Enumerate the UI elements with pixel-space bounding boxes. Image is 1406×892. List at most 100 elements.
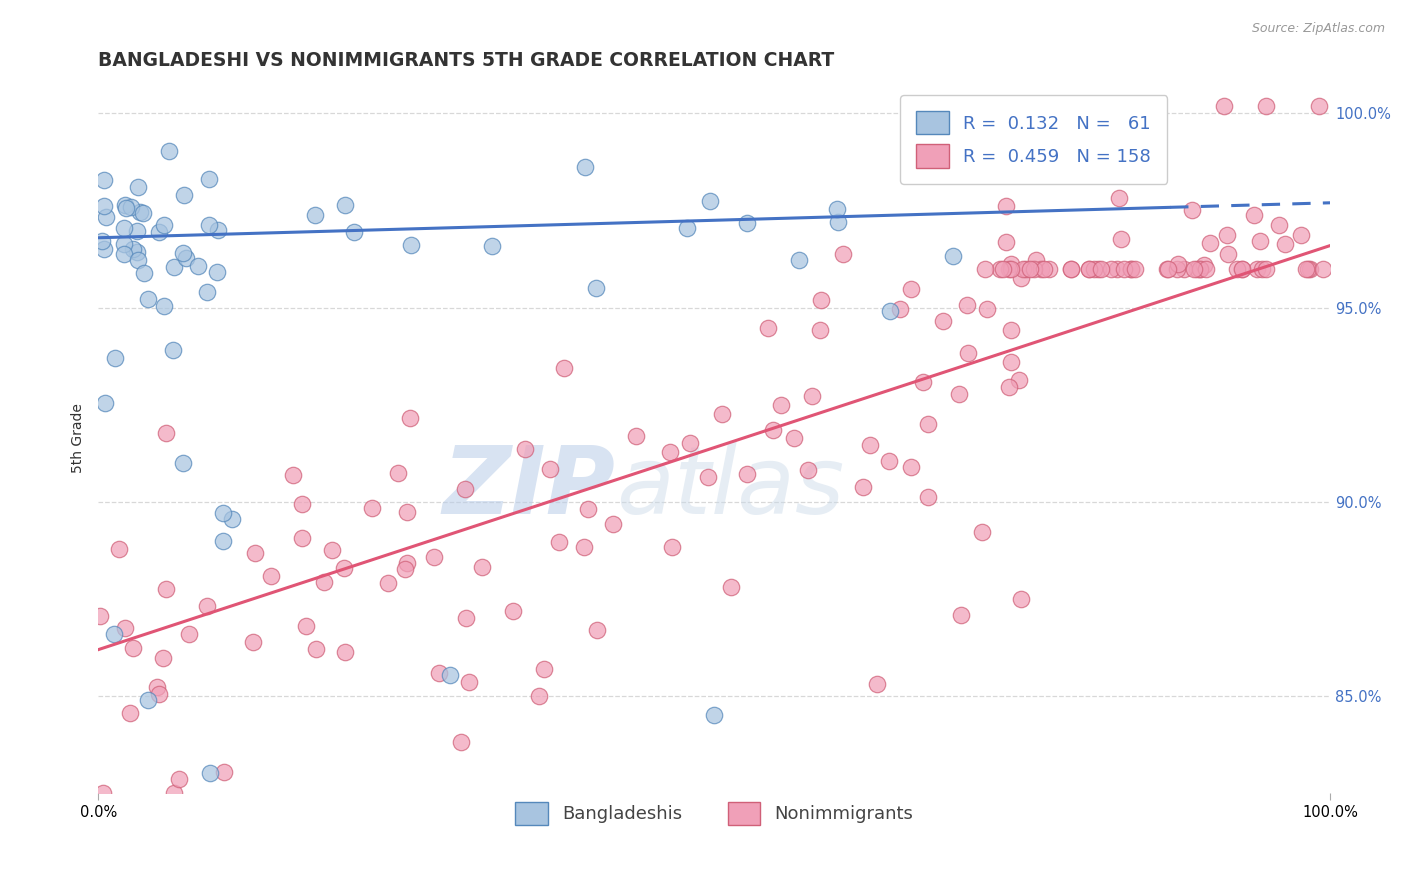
Point xyxy=(314,574,336,589)
Point xyxy=(574,540,596,554)
Point xyxy=(1031,261,1053,276)
Point xyxy=(173,188,195,202)
Text: Source: ZipAtlas.com: Source: ZipAtlas.com xyxy=(1251,22,1385,36)
Point xyxy=(155,582,177,597)
Point xyxy=(120,706,142,720)
Point xyxy=(1000,323,1022,337)
Point xyxy=(127,245,149,260)
Point xyxy=(195,285,218,300)
Point xyxy=(1188,261,1211,276)
Point xyxy=(1199,236,1222,251)
Point xyxy=(395,505,418,519)
Point xyxy=(1216,227,1239,242)
Point xyxy=(321,543,343,558)
Point xyxy=(112,247,135,261)
Point xyxy=(103,627,125,641)
Point xyxy=(134,266,156,280)
Point xyxy=(1107,261,1129,276)
Point xyxy=(456,610,478,624)
Point xyxy=(281,467,304,482)
Point xyxy=(1119,261,1142,276)
Point xyxy=(1000,257,1022,271)
Point xyxy=(1038,261,1060,276)
Point xyxy=(529,690,551,704)
Point xyxy=(699,194,721,208)
Point xyxy=(195,599,218,613)
Point xyxy=(710,407,733,421)
Point xyxy=(1254,261,1277,276)
Point xyxy=(121,641,143,656)
Point xyxy=(212,765,235,780)
Point xyxy=(396,556,419,570)
Point xyxy=(602,517,624,532)
Point xyxy=(163,786,186,800)
Point xyxy=(1189,261,1212,276)
Text: atlas: atlas xyxy=(616,442,844,533)
Point xyxy=(697,470,720,484)
Point xyxy=(970,524,993,539)
Point xyxy=(1090,261,1112,276)
Point xyxy=(626,428,648,442)
Point xyxy=(136,693,159,707)
Point xyxy=(108,542,131,557)
Point xyxy=(659,445,682,459)
Point xyxy=(827,215,849,229)
Point xyxy=(810,293,832,308)
Point xyxy=(152,218,174,232)
Point xyxy=(1232,261,1254,276)
Point xyxy=(679,436,702,450)
Point xyxy=(1213,98,1236,112)
Point xyxy=(1166,261,1188,276)
Point xyxy=(136,293,159,307)
Point xyxy=(174,252,197,266)
Point xyxy=(1087,261,1109,276)
Point xyxy=(93,242,115,256)
Point xyxy=(995,199,1018,213)
Point xyxy=(1274,236,1296,251)
Point xyxy=(304,641,326,656)
Point xyxy=(377,575,399,590)
Point xyxy=(121,242,143,256)
Point xyxy=(114,201,136,215)
Point xyxy=(976,301,998,316)
Point xyxy=(361,500,384,515)
Point xyxy=(439,667,461,681)
Point xyxy=(114,621,136,635)
Point xyxy=(852,479,875,493)
Point xyxy=(125,224,148,238)
Point xyxy=(304,208,326,222)
Point xyxy=(831,247,853,261)
Point xyxy=(859,438,882,452)
Point xyxy=(1250,261,1272,276)
Point xyxy=(1083,261,1105,276)
Point xyxy=(127,252,149,267)
Point xyxy=(94,396,117,410)
Point xyxy=(998,380,1021,394)
Point xyxy=(127,180,149,194)
Point xyxy=(1243,209,1265,223)
Point xyxy=(450,735,472,749)
Point xyxy=(586,624,609,638)
Point xyxy=(1187,261,1209,276)
Point xyxy=(917,417,939,432)
Point xyxy=(172,245,194,260)
Point xyxy=(242,634,264,648)
Point xyxy=(471,560,494,574)
Point xyxy=(162,343,184,357)
Point xyxy=(911,375,934,389)
Point xyxy=(198,171,221,186)
Point xyxy=(1078,261,1101,276)
Point xyxy=(1033,261,1056,276)
Point xyxy=(900,460,922,475)
Point xyxy=(1289,228,1312,243)
Point xyxy=(129,204,152,219)
Point xyxy=(333,560,356,574)
Point xyxy=(720,580,742,594)
Text: ZIP: ZIP xyxy=(443,442,616,533)
Point xyxy=(900,282,922,296)
Point xyxy=(177,627,200,641)
Point xyxy=(1181,203,1204,218)
Point xyxy=(1295,261,1317,276)
Point xyxy=(1015,261,1038,276)
Point xyxy=(399,237,422,252)
